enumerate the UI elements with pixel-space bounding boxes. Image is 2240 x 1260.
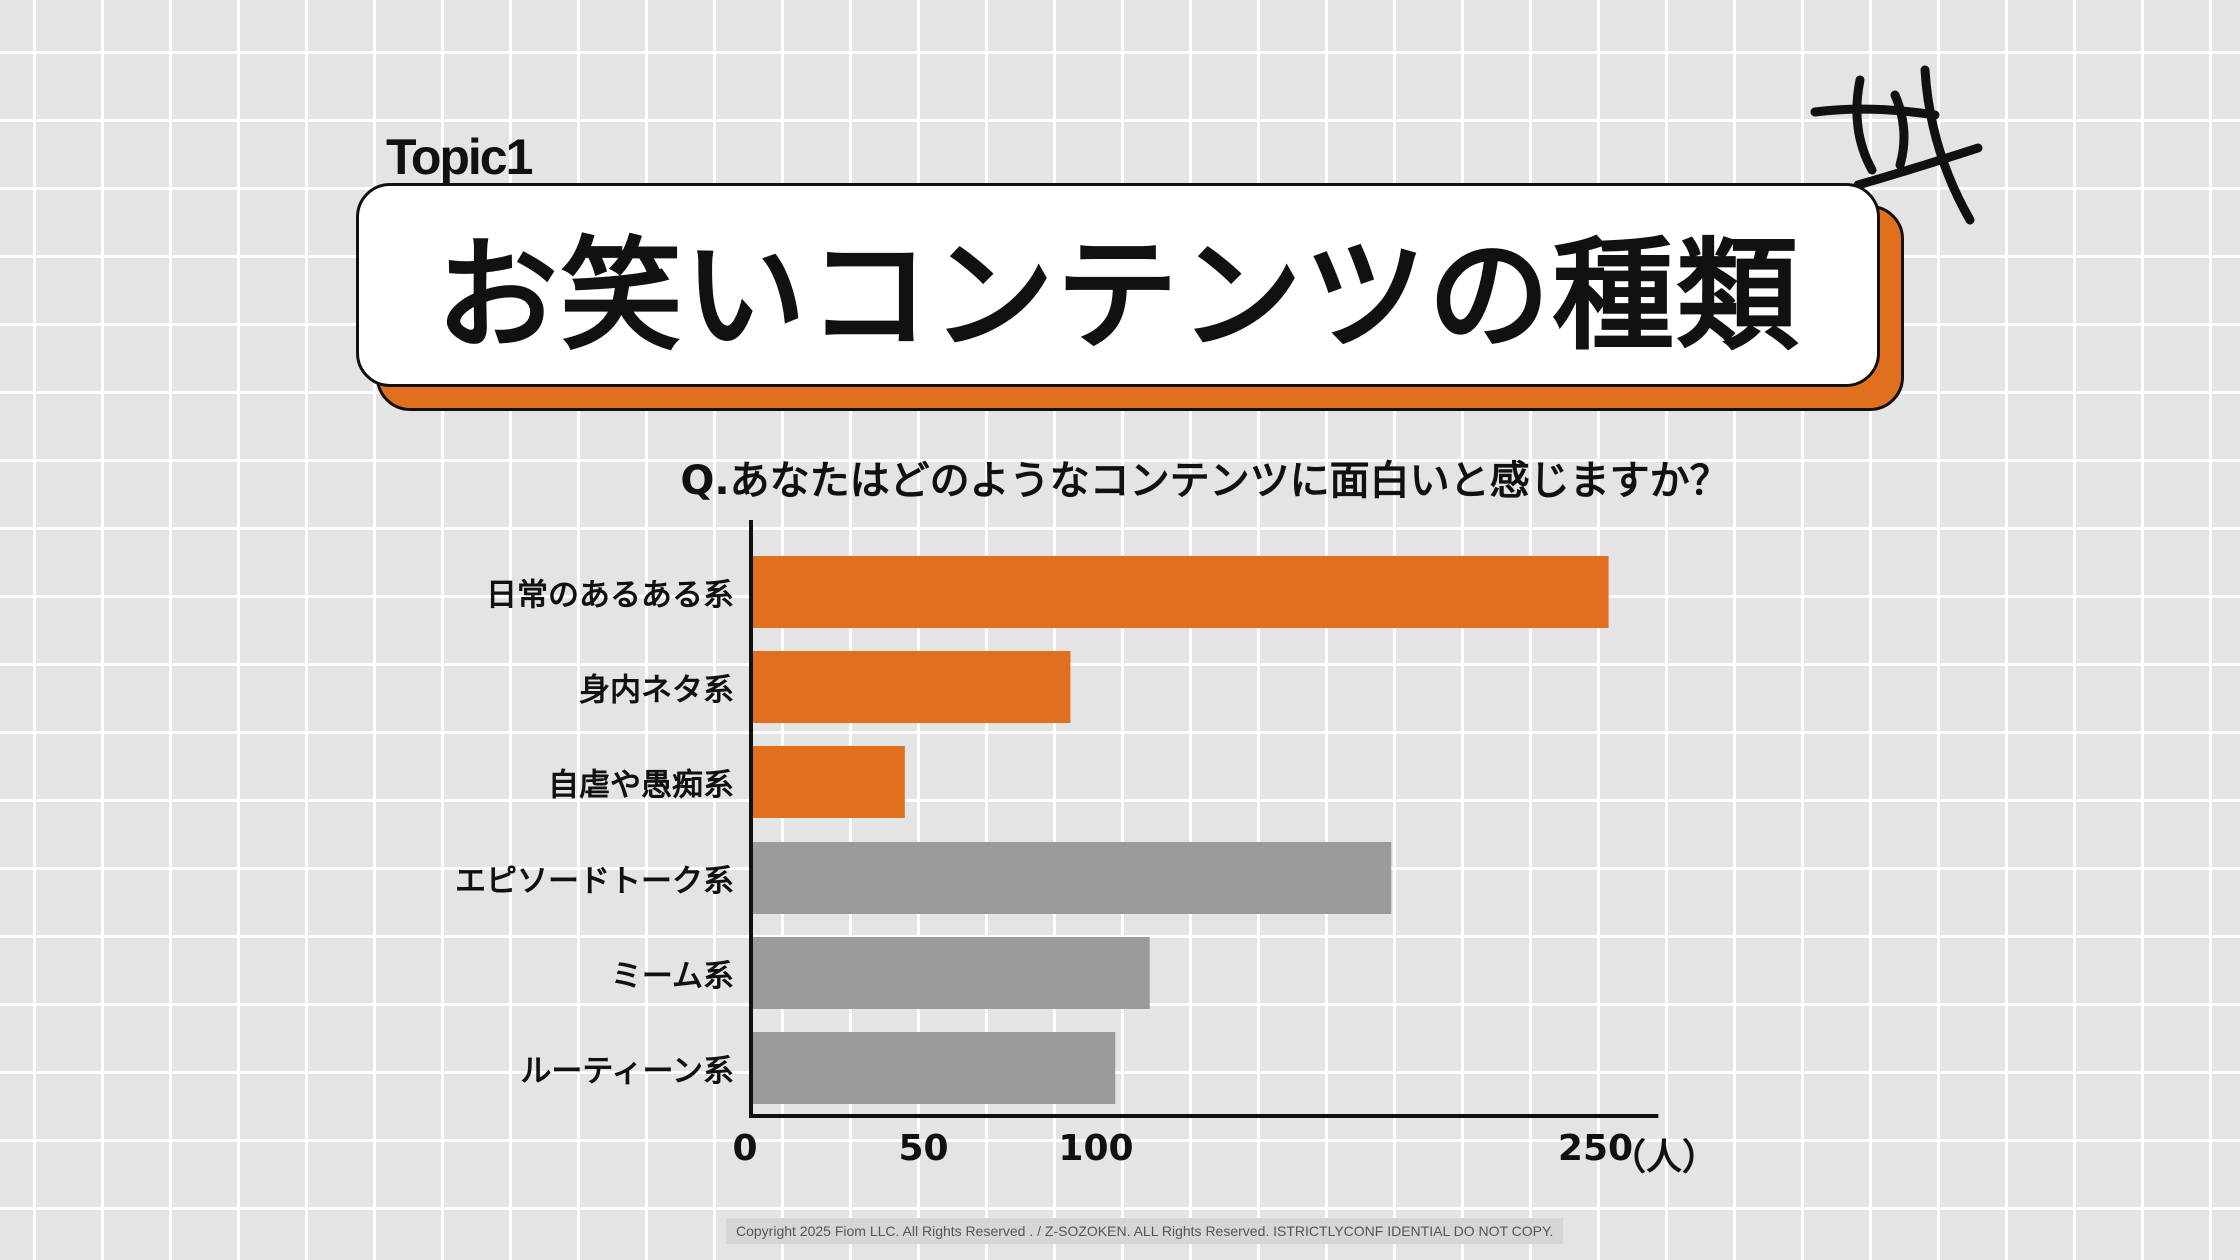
copyright-text: Copyright 2025 Fiom LLC. All Rights Rese… — [726, 1218, 1564, 1244]
crossed-lines-icon — [1810, 65, 1983, 225]
survey-question: Q.あなたはどのようなコンテンツに面白いと感じますか？ — [680, 458, 1730, 504]
bar — [753, 746, 905, 818]
x-tick-label: 250 — [1557, 1128, 1634, 1169]
category-label: ミーム系 — [610, 958, 734, 995]
category-label: 日常のあるある系 — [486, 577, 734, 614]
bar — [753, 556, 1609, 628]
category-label: ルーティーン系 — [520, 1053, 734, 1090]
title-box: お笑いコンテンツの種類 — [356, 183, 1880, 387]
x-tick-label: 100 — [1058, 1128, 1134, 1169]
topic-label: Topic1 — [386, 129, 533, 185]
category-label: 自虐や愚痴系 — [548, 767, 734, 804]
bar — [753, 937, 1150, 1009]
category-label: エピソードトーク系 — [455, 863, 734, 900]
x-tick-label: 50 — [898, 1128, 949, 1169]
bar — [753, 1032, 1116, 1104]
x-tick-label: 0 — [732, 1128, 758, 1169]
x-unit-label: （人） — [1610, 1137, 1719, 1178]
bar — [753, 842, 1392, 914]
page-title: お笑いコンテンツの種類 — [436, 224, 1800, 367]
category-label: 身内ネタ系 — [579, 672, 734, 709]
bar — [753, 651, 1071, 723]
